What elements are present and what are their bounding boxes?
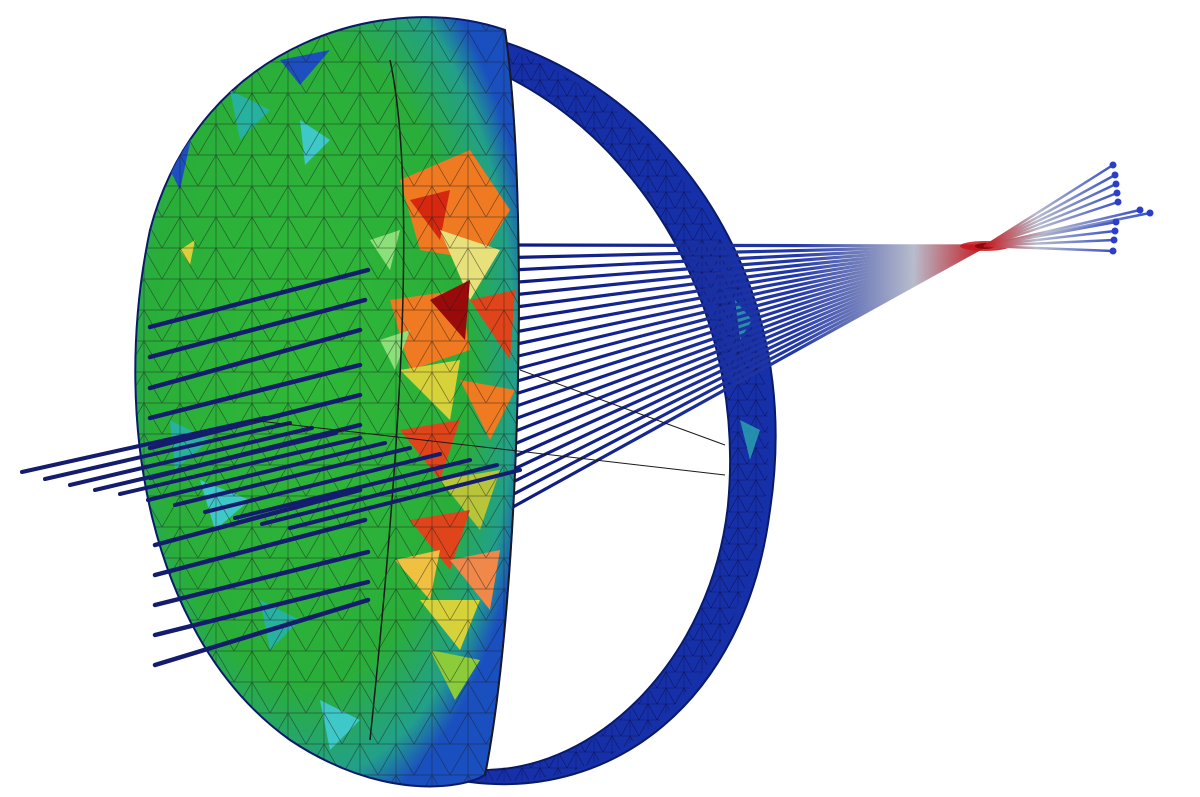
converging-ray [510,244,987,447]
ray-endpoint [1112,180,1120,188]
ray-endpoint [1113,189,1121,197]
converging-ray [510,244,987,472]
ray-endpoint [1136,206,1144,214]
ray-endpoint [1146,209,1154,217]
converging-ray [510,244,987,322]
ray-endpoint [1111,171,1119,179]
construction-lines [249,369,726,476]
incoming-ray [147,362,363,421]
incoming-ray [43,421,292,481]
incoming-ray [152,597,371,668]
incoming-ray [118,436,362,496]
diverging-ray [983,191,1119,248]
converging-ray [510,244,987,410]
ray-endpoint [1109,247,1117,255]
diverging-ray [983,244,1115,253]
ray-bundle-icon [510,243,987,510]
converging-ray [510,244,987,285]
diverging-ray [983,200,1120,248]
incoming-ray [233,458,472,520]
converging-ray [510,244,987,297]
converging-ray [510,244,987,335]
converging-ray [510,244,987,422]
diverging-ray [983,182,1118,248]
incoming-ray [147,267,371,330]
converging-ray [510,244,987,360]
incoming-ray [288,468,522,530]
incoming-ray [93,431,338,492]
converging-ray [510,244,987,347]
incoming-ray [68,426,314,487]
diverging-ray [983,220,1118,248]
converging-ray [510,244,987,260]
ray-endpoint [1112,218,1120,226]
diverging-ray [983,173,1117,248]
converging-ray [510,244,987,497]
incoming-ray [147,297,368,360]
converging-ray [510,244,987,485]
incoming-rays [20,267,522,668]
converging-ray [510,244,987,310]
converging-ray [510,243,987,248]
diverging-ray [983,163,1115,248]
incoming-ray [260,463,499,526]
diverging-ray [983,238,1116,248]
converging-ray [510,244,987,397]
incoming-ray [147,327,363,391]
ray-endpoint [1114,198,1122,206]
incoming-ray [152,517,368,578]
converging-ray [510,244,987,272]
incoming-ray [152,487,363,548]
ray-endpoint [1109,161,1117,169]
incoming-ray [20,416,267,474]
incoming-ray [152,579,371,638]
incoming-ray [203,452,442,514]
incoming-ray [173,446,412,507]
ray-endpoint [1110,236,1118,244]
ray-endpoint [1111,227,1119,235]
lens-mesh-icon [134,16,520,788]
converging-ray [510,244,987,460]
diverging-rays [983,161,1154,255]
converging-ray [510,244,987,435]
diverging-ray [983,229,1117,248]
incoming-ray [152,549,371,608]
converging-ray [510,244,987,510]
converging-ray [510,244,987,372]
incoming-ray [146,441,387,502]
converging-ray [510,244,987,385]
